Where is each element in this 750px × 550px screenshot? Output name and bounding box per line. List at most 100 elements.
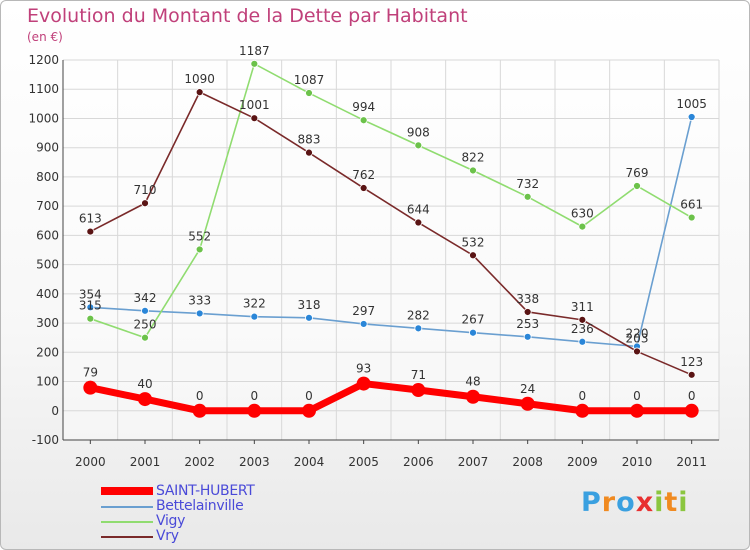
- data-point-bettelainville: [414, 324, 423, 333]
- data-label-vry: 1001: [239, 98, 270, 112]
- x-tick-label: 2004: [294, 455, 325, 469]
- logo-letter: i: [654, 487, 665, 518]
- x-tick-label: 2003: [239, 455, 270, 469]
- logo-letter: o: [616, 487, 636, 518]
- data-point-saint-hubert: [520, 396, 535, 411]
- data-point-bettelainville: [195, 309, 204, 318]
- data-label-saint-hubert: 71: [411, 368, 426, 382]
- data-label-vry: 762: [352, 168, 375, 182]
- data-point-saint-hubert: [466, 389, 480, 404]
- data-label-saint-hubert: 48: [465, 375, 480, 389]
- x-tick-label: 2006: [403, 455, 434, 469]
- x-tick-label: 2000: [75, 455, 106, 469]
- data-point-saint-hubert: [247, 403, 262, 418]
- data-point-vigy: [141, 333, 149, 342]
- data-point-saint-hubert: [83, 380, 98, 395]
- data-label-saint-hubert: 0: [305, 389, 313, 403]
- data-point-bettelainville: [578, 337, 587, 346]
- data-point-bettelainville: [687, 113, 696, 121]
- series-line-bettelainville: [90, 116, 693, 348]
- data-label-bettelainville: 322: [243, 297, 266, 311]
- data-point-saint-hubert: [575, 403, 590, 418]
- series-line-saint-hubert: [89, 380, 692, 415]
- data-label-vry: 532: [462, 235, 485, 249]
- data-label-vry: 710: [134, 183, 157, 197]
- data-label-saint-hubert: 0: [579, 389, 587, 403]
- data-point-vigy: [86, 314, 95, 323]
- data-label-saint-hubert: 0: [688, 389, 696, 403]
- data-point-saint-hubert: [630, 403, 644, 418]
- data-label-vry: 338: [516, 292, 539, 306]
- data-label-saint-hubert: 0: [251, 389, 259, 403]
- y-tick-label: 400: [36, 287, 59, 301]
- data-point-vry: [141, 199, 149, 208]
- data-point-saint-hubert: [356, 376, 371, 391]
- data-label-bettelainville: 267: [462, 313, 485, 327]
- data-label-bettelainville: 318: [298, 298, 321, 312]
- data-point-bettelainville: [141, 306, 149, 315]
- y-tick-label: 500: [36, 258, 59, 272]
- data-label-vry: 123: [680, 355, 703, 369]
- y-tick-label: 100: [36, 375, 59, 389]
- y-tick-label: 0: [51, 404, 59, 418]
- logo-letter: x: [635, 487, 655, 518]
- data-label-vigy: 822: [462, 150, 485, 164]
- data-point-saint-hubert: [138, 392, 152, 407]
- data-label-bettelainville: 1005: [676, 97, 707, 111]
- legend-label-bettelainville: Bettelainville: [156, 498, 244, 514]
- y-tick-label: 1200: [28, 53, 59, 67]
- data-label-vry: 883: [298, 133, 321, 147]
- data-label-vry: 613: [79, 212, 102, 226]
- data-label-saint-hubert: 40: [137, 377, 152, 391]
- data-point-vry: [578, 315, 587, 324]
- data-label-saint-hubert: 24: [520, 382, 535, 396]
- data-point-vry: [359, 184, 368, 192]
- data-point-bettelainville: [86, 303, 95, 312]
- data-label-vigy: 1187: [239, 44, 270, 58]
- logo-letter: t: [664, 487, 679, 518]
- data-label-bettelainville: 236: [571, 322, 594, 336]
- data-point-vigy: [687, 213, 696, 222]
- legend-swatch-bettelainville: [101, 506, 153, 508]
- data-label-vigy: 732: [516, 177, 539, 191]
- data-point-bettelainville: [523, 332, 532, 341]
- data-point-bettelainville: [250, 312, 259, 321]
- data-label-vigy: 630: [571, 207, 594, 221]
- data-label-vigy: 661: [680, 198, 703, 212]
- x-tick-label: 2008: [512, 455, 543, 469]
- x-tick-label: 2001: [130, 455, 161, 469]
- data-label-vry: 203: [626, 331, 649, 345]
- data-label-vigy: 994: [352, 100, 375, 114]
- data-point-vigy: [305, 89, 313, 97]
- data-point-vigy: [250, 59, 259, 68]
- data-label-bettelainville: 297: [352, 304, 375, 318]
- y-tick-label: 1000: [28, 111, 59, 125]
- y-tick-label: 800: [36, 170, 59, 184]
- y-tick-label: 600: [36, 228, 59, 242]
- data-point-vigy: [414, 141, 423, 150]
- y-tick-label: 300: [36, 316, 59, 330]
- legend-swatch-vigy: [101, 521, 153, 523]
- data-label-bettelainville: 282: [407, 308, 430, 322]
- data-label-saint-hubert: 0: [196, 389, 204, 403]
- data-point-vry: [86, 227, 95, 236]
- data-point-vry: [633, 347, 641, 356]
- data-label-bettelainville: 220: [626, 326, 649, 340]
- data-point-saint-hubert: [192, 403, 207, 418]
- data-label-vigy: 552: [188, 229, 211, 243]
- logo-letter: P: [581, 487, 602, 518]
- legend-label-saint-hubert: SAINT-HUBERT: [156, 483, 255, 499]
- proxiti-logo: Proxiti: [581, 487, 689, 518]
- legend-swatch-saint-hubert: [101, 487, 153, 495]
- data-point-vry: [687, 370, 696, 379]
- data-point-vigy: [523, 192, 532, 201]
- data-label-vigy: 250: [134, 318, 157, 332]
- data-label-bettelainville: 342: [134, 291, 157, 305]
- data-label-bettelainville: 354: [79, 287, 102, 301]
- data-label-saint-hubert: 93: [356, 362, 371, 376]
- data-point-bettelainville: [359, 320, 368, 328]
- data-label-vigy: 769: [626, 166, 649, 180]
- data-point-vigy: [578, 222, 587, 231]
